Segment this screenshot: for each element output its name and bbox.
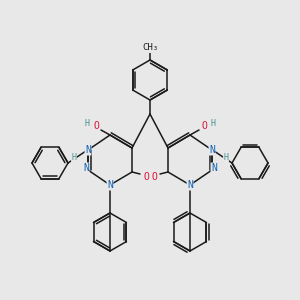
Text: H: H — [211, 119, 215, 128]
Text: H: H — [224, 154, 229, 163]
Text: N: N — [107, 180, 113, 190]
Text: N: N — [211, 163, 217, 173]
Text: O: O — [143, 172, 149, 182]
Text: H: H — [71, 154, 76, 163]
Text: O: O — [93, 121, 99, 131]
Text: O: O — [151, 172, 157, 182]
Text: N: N — [83, 163, 89, 173]
Text: N: N — [85, 145, 91, 155]
Text: N: N — [209, 145, 215, 155]
Text: CH₃: CH₃ — [142, 44, 158, 52]
Text: N: N — [187, 180, 193, 190]
Text: O: O — [201, 121, 207, 131]
Text: H: H — [85, 119, 89, 128]
